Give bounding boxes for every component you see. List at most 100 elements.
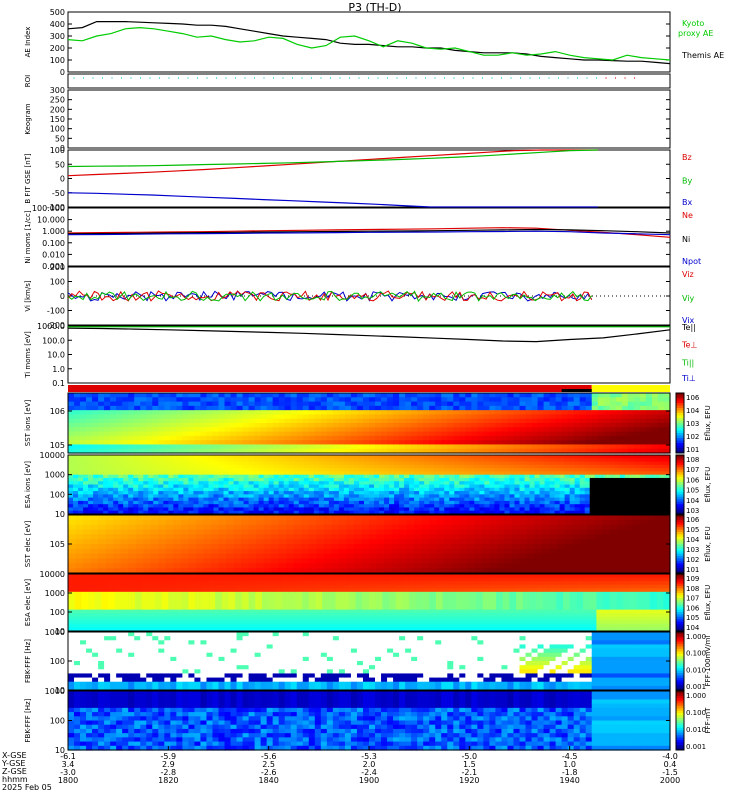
ae-ytick-label: 0: [60, 68, 65, 77]
esa_e_omni-ytick-label: 10: [55, 627, 65, 636]
roi-dot: [301, 77, 303, 79]
mode-bar-fast: [591, 385, 670, 392]
roi-dot: [538, 77, 541, 79]
fbk_fff-colorbar-tick: 0.010: [686, 666, 706, 674]
roi-dot: [386, 77, 389, 79]
xaxis-label-ygse: 2.5: [262, 760, 275, 769]
bfield-ytick-label: 50: [55, 160, 65, 169]
roi-dot: [73, 77, 75, 79]
esa_e_omni-colorbar: [676, 574, 684, 632]
roi-dot: [605, 77, 607, 79]
roi-dot: [111, 77, 113, 79]
roi-dot: [168, 77, 170, 79]
temperature-ytick-label: 1.0: [52, 365, 65, 374]
fbk_ffft-colorbar-tick: 0.010: [686, 726, 706, 734]
sst_e_omni-colorbar-label: Eflux, EFU: [704, 526, 712, 561]
roi-dot: [139, 77, 142, 79]
temperature-ytick-label: 1000.0: [37, 322, 65, 331]
sst_e_omni-ytick-label: 105: [50, 540, 65, 549]
roi-dot: [272, 77, 275, 79]
esa_i_omni-ytick-label: 1000: [45, 471, 65, 480]
sst_i_omni-spectrogram: [68, 393, 671, 454]
bfield-ylabel: B FIT GSE [nT]: [24, 153, 32, 204]
esa_i_omni-colorbar-tick: 106: [686, 476, 700, 484]
roi-dot: [291, 77, 294, 79]
roi-dot: [196, 77, 199, 79]
sst_i_omni-colorbar-tick: 104: [686, 407, 700, 415]
velocity-legend-vix: Vix: [682, 316, 695, 325]
xaxis-label-hhmm: 1920: [459, 776, 479, 785]
temperature-legend-ti: Ti||: [681, 358, 694, 367]
fbk_ffft-spectrogram: [68, 691, 671, 751]
fbk_ffft-ytick-label: 1000: [45, 687, 65, 696]
density-series-ni: [67, 228, 671, 235]
xaxis-label-xgse: -5.9: [161, 752, 177, 761]
temperature-legend-ti: Ti⊥: [681, 374, 696, 383]
xaxis-label-ygse: 2.0: [363, 760, 376, 769]
xaxis-label-hhmm: 1900: [359, 776, 379, 785]
ae-ylabel: AE Index: [24, 27, 32, 58]
fbk_ffft-ytick-label: 100: [50, 717, 65, 726]
roi-dot: [472, 77, 474, 79]
footer-row-ygse: Y-GSE: [2, 759, 26, 768]
roi-dot: [614, 77, 617, 79]
roi-dot: [462, 77, 465, 79]
keogram-ytick-label: 200: [50, 105, 65, 114]
xaxis-label-hhmm: 1800: [58, 776, 78, 785]
density-legend-npot: Npot: [682, 257, 701, 266]
sst_i_omni-frame: [67, 392, 671, 454]
velocity-ylabel: Vi [km/s]: [24, 280, 32, 311]
keogram-ytick-label: 50: [55, 134, 65, 143]
ae-legend-themis-ae: Themis AE: [681, 51, 724, 60]
roi-dot: [519, 77, 522, 79]
esa_e_omni-colorbar-tick: 106: [686, 604, 700, 612]
roi-dot: [177, 77, 180, 79]
xaxis-label-xgse: -6.1: [60, 752, 76, 761]
density-legend-ne: Ne: [682, 211, 693, 220]
density-ytick-label: 0.100: [42, 239, 65, 248]
sst_i_omni-colorbar-tick: 102: [686, 433, 699, 441]
esa_e_omni-spectrogram: [68, 574, 671, 632]
bfield-series-by: [67, 149, 598, 168]
xaxis-label-hhmm: 1940: [559, 776, 579, 785]
footer-row-zgse: Z-GSE: [2, 767, 27, 776]
esa_i_omni-ytick-label: 100: [50, 490, 65, 499]
esa_i_omni-colorbar-frame: [675, 454, 685, 515]
fbk_fff-ytick-label: 100: [50, 657, 65, 666]
sst_i_omni-ytick-label: 106: [50, 407, 65, 416]
fbk_fff-colorbar-tick: 0.100: [686, 650, 706, 658]
fbk_fff-colorbar-frame: [675, 631, 685, 691]
fbk_fff-colorbar-tick: 1.000: [686, 633, 706, 641]
velocity-series-viy: [67, 290, 593, 302]
roi-dot: [263, 77, 265, 79]
roi-dot: [491, 77, 493, 79]
roi-dot: [367, 77, 370, 79]
roi-dot: [82, 77, 85, 79]
density-ytick-label: 1.000: [42, 227, 65, 236]
roi-dot: [548, 77, 550, 79]
roi-dot: [358, 77, 360, 79]
roi-dot: [576, 77, 579, 79]
ae-series-themisae: [67, 21, 671, 65]
fbk_ffft-colorbar-tick: 1.000: [686, 692, 706, 700]
esa_i_omni-colorbar: [676, 455, 684, 515]
esa_e_omni-ytick-label: 10000: [40, 570, 65, 579]
fbk_fff-colorbar-label: FFF-100mV/ml: [704, 636, 712, 687]
esa_e_omni-colorbar-tick: 107: [686, 595, 699, 603]
xaxis-label-zgse: -2.4: [361, 768, 377, 777]
bfield-legend-bz: Bz: [682, 153, 692, 162]
bfield-legend-by: By: [682, 177, 692, 186]
ae-ytick-label: 200: [50, 44, 65, 53]
esa_e_omni-frame: [67, 573, 671, 632]
temperature-ytick-label: 0.1: [52, 379, 65, 388]
density-ytick-label: 0.010: [42, 250, 65, 259]
sst_e_omni-colorbar-tick: 105: [686, 526, 699, 534]
ae-legend-kyoto: Kyoto: [682, 19, 704, 28]
temperature-series-te: [67, 327, 671, 343]
footer-labels: X-GSE Y-GSE Z-GSE hhmm 2025 Feb 05: [2, 752, 52, 792]
roi-dot: [149, 77, 151, 79]
velocity-ytick-label: 200: [50, 263, 65, 272]
xaxis-label-zgse: -1.5: [662, 768, 678, 777]
density-frame: [67, 207, 671, 267]
